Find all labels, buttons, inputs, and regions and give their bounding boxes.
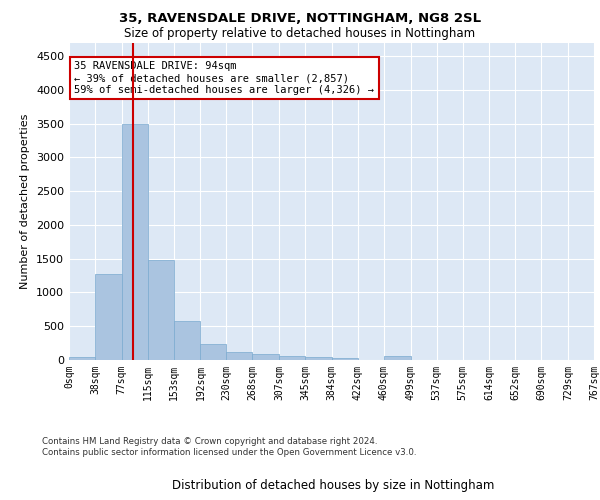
Bar	[69, 356, 95, 360]
Bar	[384, 356, 410, 360]
Bar	[332, 358, 358, 360]
Bar	[226, 352, 253, 360]
Bar	[253, 354, 279, 360]
Text: 35, RAVENSDALE DRIVE, NOTTINGHAM, NG8 2SL: 35, RAVENSDALE DRIVE, NOTTINGHAM, NG8 2S…	[119, 12, 481, 26]
Text: Size of property relative to detached houses in Nottingham: Size of property relative to detached ho…	[124, 28, 476, 40]
Bar	[148, 260, 174, 360]
Bar	[174, 321, 200, 360]
Bar	[122, 124, 148, 360]
Text: 35 RAVENSDALE DRIVE: 94sqm
← 39% of detached houses are smaller (2,857)
59% of s: 35 RAVENSDALE DRIVE: 94sqm ← 39% of deta…	[74, 62, 374, 94]
Bar	[200, 344, 226, 360]
Text: Distribution of detached houses by size in Nottingham: Distribution of detached houses by size …	[172, 480, 494, 492]
Y-axis label: Number of detached properties: Number of detached properties	[20, 114, 31, 289]
Text: Contains HM Land Registry data © Crown copyright and database right 2024.
Contai: Contains HM Land Registry data © Crown c…	[42, 438, 416, 457]
Bar	[95, 274, 122, 360]
Bar	[305, 358, 332, 360]
Bar	[279, 356, 305, 360]
